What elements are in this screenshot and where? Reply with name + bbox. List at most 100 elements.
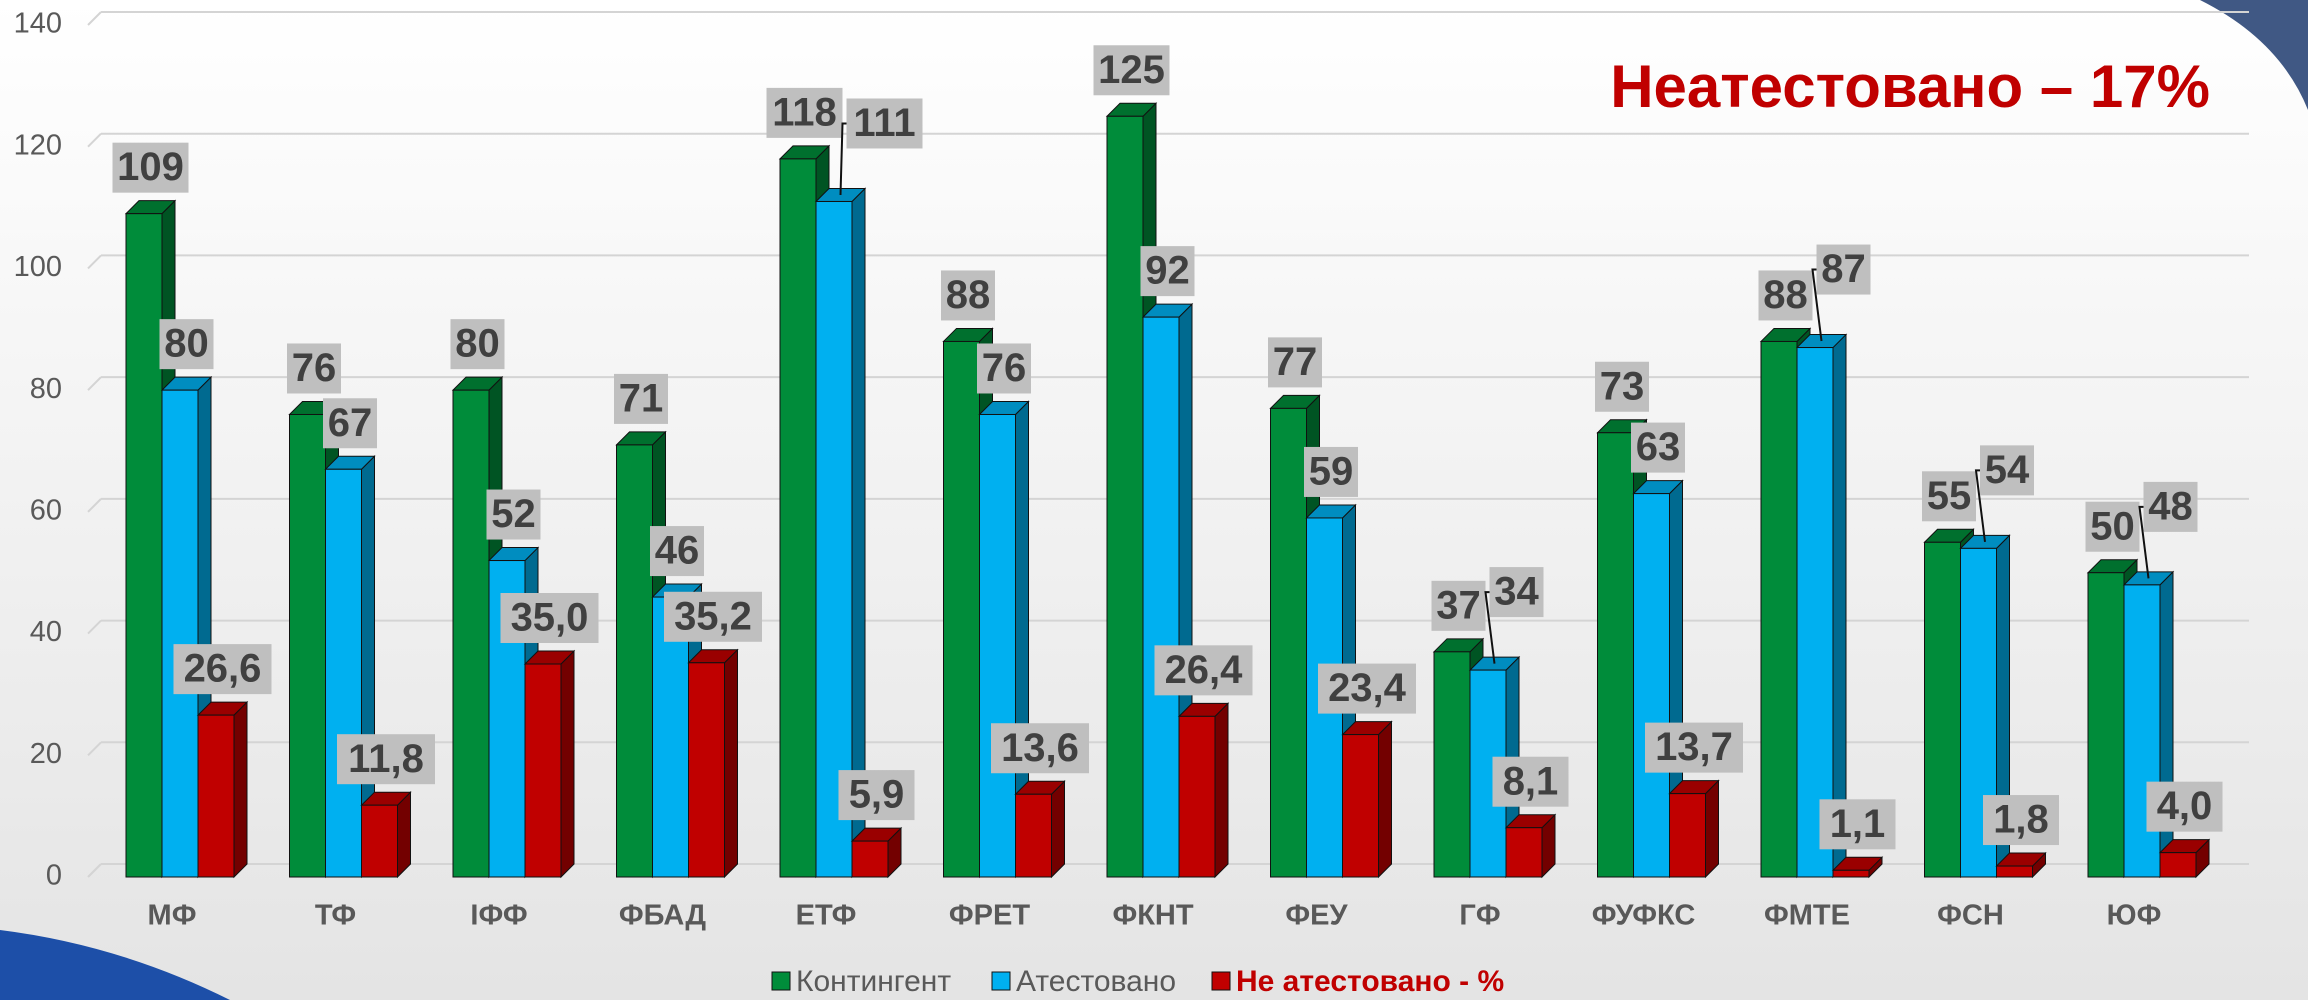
value-label: 35,0 xyxy=(511,596,589,640)
bar xyxy=(2159,852,2197,878)
grid-line-front xyxy=(87,741,102,756)
value-label-box xyxy=(664,591,762,642)
grid-line-front xyxy=(87,619,102,635)
value-label: 88 xyxy=(946,273,991,317)
bar xyxy=(1633,493,1670,878)
y-tick-label: 0 xyxy=(46,860,62,892)
x-tick-label: ЕТФ xyxy=(796,900,857,932)
bar-side xyxy=(397,790,411,879)
bar xyxy=(197,714,235,878)
bar-side xyxy=(1832,333,1847,879)
value-label: 11,8 xyxy=(348,737,424,781)
value-label-box xyxy=(173,644,272,695)
legend-label: Атестовано xyxy=(1016,965,1176,998)
value-label-box xyxy=(1318,663,1416,714)
y-tick-label: 40 xyxy=(30,616,62,648)
value-label-box xyxy=(1304,446,1358,497)
bar xyxy=(1597,432,1634,878)
value-label-box xyxy=(1816,244,1871,295)
bar xyxy=(1924,541,1961,878)
value-label-box xyxy=(500,593,599,643)
x-tick-label: ФРЕТ xyxy=(949,900,1030,932)
value-label: 76 xyxy=(292,346,337,390)
bar xyxy=(1106,115,1144,878)
value-label: 13,6 xyxy=(1001,726,1079,770)
value-label: 92 xyxy=(1145,249,1190,293)
bar xyxy=(1505,827,1543,878)
bar xyxy=(616,444,653,878)
value-label-box xyxy=(650,526,704,577)
value-label: 5,9 xyxy=(849,773,905,817)
value-label-box xyxy=(323,398,377,449)
bar-side xyxy=(1051,780,1065,879)
value-label: 26,6 xyxy=(184,647,262,691)
value-label: 111 xyxy=(853,101,915,145)
value-label: 118 xyxy=(772,90,837,134)
swoosh-decoration xyxy=(0,930,230,1000)
value-label-box xyxy=(1595,361,1649,412)
value-label: 1,8 xyxy=(1993,798,2049,842)
leader-line xyxy=(1811,268,1823,342)
value-label-box xyxy=(287,343,341,394)
x-tick-label: ТФ xyxy=(315,900,356,932)
value-label-box xyxy=(1758,270,1813,321)
legend-label: Контингент xyxy=(796,965,951,998)
bar xyxy=(289,413,326,878)
y-tick-label: 60 xyxy=(30,495,62,527)
value-label-box xyxy=(1819,799,1896,850)
x-tick-label: ФСН xyxy=(1937,900,2004,932)
value-label: 88 xyxy=(1763,273,1808,317)
legend-label: Не атестовано - % xyxy=(1236,965,1504,998)
value-label: 55 xyxy=(1927,474,1972,518)
value-label-box xyxy=(1983,795,2059,846)
bar xyxy=(1178,715,1216,878)
value-label-box xyxy=(450,319,505,370)
bar xyxy=(943,340,980,878)
value-label-box xyxy=(486,489,541,540)
value-label-box xyxy=(159,319,214,370)
bar xyxy=(325,468,362,878)
value-label: 13,7 xyxy=(1655,725,1733,769)
bar xyxy=(1270,407,1307,878)
bar xyxy=(2087,572,2125,878)
bar xyxy=(851,840,889,878)
value-label-box xyxy=(766,87,843,138)
bar-side xyxy=(233,700,248,879)
x-tick-label: ФЕУ xyxy=(1285,900,1348,932)
bar xyxy=(688,662,725,878)
value-label: 80 xyxy=(164,322,209,366)
bar-side xyxy=(1705,779,1719,879)
x-tick-label: ФКНТ xyxy=(1112,900,1193,932)
bar xyxy=(161,389,199,878)
value-label: 71 xyxy=(619,376,664,420)
value-label-box xyxy=(941,270,995,321)
value-label: 35,2 xyxy=(674,594,752,638)
value-label-box xyxy=(1645,722,1743,773)
value-label: 73 xyxy=(1600,364,1645,408)
legend-swatch xyxy=(991,971,1011,991)
value-label: 67 xyxy=(328,401,373,445)
bar xyxy=(361,804,398,878)
value-label-box xyxy=(2143,481,2198,532)
x-tick-label: ФМТЕ xyxy=(1764,900,1850,932)
value-label: 26,4 xyxy=(1165,648,1244,692)
grid-line-front xyxy=(87,376,102,391)
value-label-box xyxy=(112,142,189,193)
value-label: 76 xyxy=(982,346,1027,390)
x-tick-label: ІФФ xyxy=(470,900,527,932)
x-tick-label: МФ xyxy=(148,900,197,932)
x-tick-label: ФБАД xyxy=(619,900,707,932)
bar xyxy=(1796,347,1834,878)
bar xyxy=(979,413,1016,878)
bar-side xyxy=(724,648,738,879)
leader-line xyxy=(1484,591,1496,664)
value-label: 8,1 xyxy=(1503,759,1559,803)
bar xyxy=(815,200,853,878)
bar xyxy=(1669,793,1706,878)
value-label-box xyxy=(1489,567,1544,618)
bar xyxy=(1142,316,1180,878)
value-label-box xyxy=(337,734,435,785)
value-label: 34 xyxy=(1494,570,1539,614)
leader-line xyxy=(839,122,847,196)
